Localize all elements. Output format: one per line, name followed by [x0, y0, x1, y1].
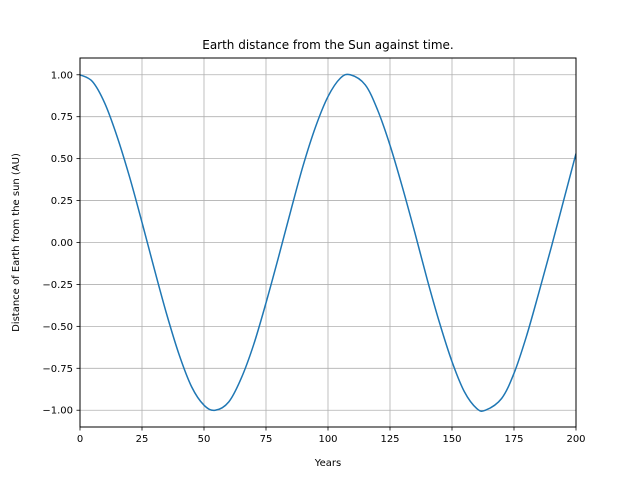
x-tick-label: 175 — [504, 434, 523, 445]
y-tick-label: −0.75 — [42, 364, 73, 375]
y-tick-label: 0.50 — [51, 154, 73, 165]
y-tick-label: 0.75 — [51, 112, 73, 123]
y-tick-label: 0.00 — [51, 238, 73, 249]
x-tick-label: 50 — [198, 434, 211, 445]
x-tick-label: 125 — [380, 434, 399, 445]
x-tick-label: 150 — [442, 434, 461, 445]
chart-title: Earth distance from the Sun against time… — [202, 38, 454, 52]
y-tick-label: 0.25 — [51, 196, 73, 207]
plot-area — [80, 73, 576, 412]
x-tick-label: 0 — [77, 434, 83, 445]
x-tick-label: 75 — [260, 434, 273, 445]
y-axis-label: Distance of Earth from the sun (AU) — [11, 153, 22, 332]
axis-ticks: 0 25 50 75 100 125 150 175 200 −1.00 −0.75 −0.50 −0.… — [42, 70, 585, 445]
y-tick-label: −1.00 — [42, 406, 73, 417]
x-tick-label: 100 — [318, 434, 337, 445]
series-line — [80, 73, 576, 412]
x-axis-label: Years — [314, 458, 341, 469]
y-tick-label: −0.50 — [42, 322, 73, 333]
y-tick-label: 1.00 — [51, 70, 73, 81]
y-tick-label: −0.25 — [42, 280, 73, 291]
x-tick-label: 25 — [136, 434, 149, 445]
x-tick-label: 200 — [566, 434, 585, 445]
grid-lines — [79, 58, 577, 427]
